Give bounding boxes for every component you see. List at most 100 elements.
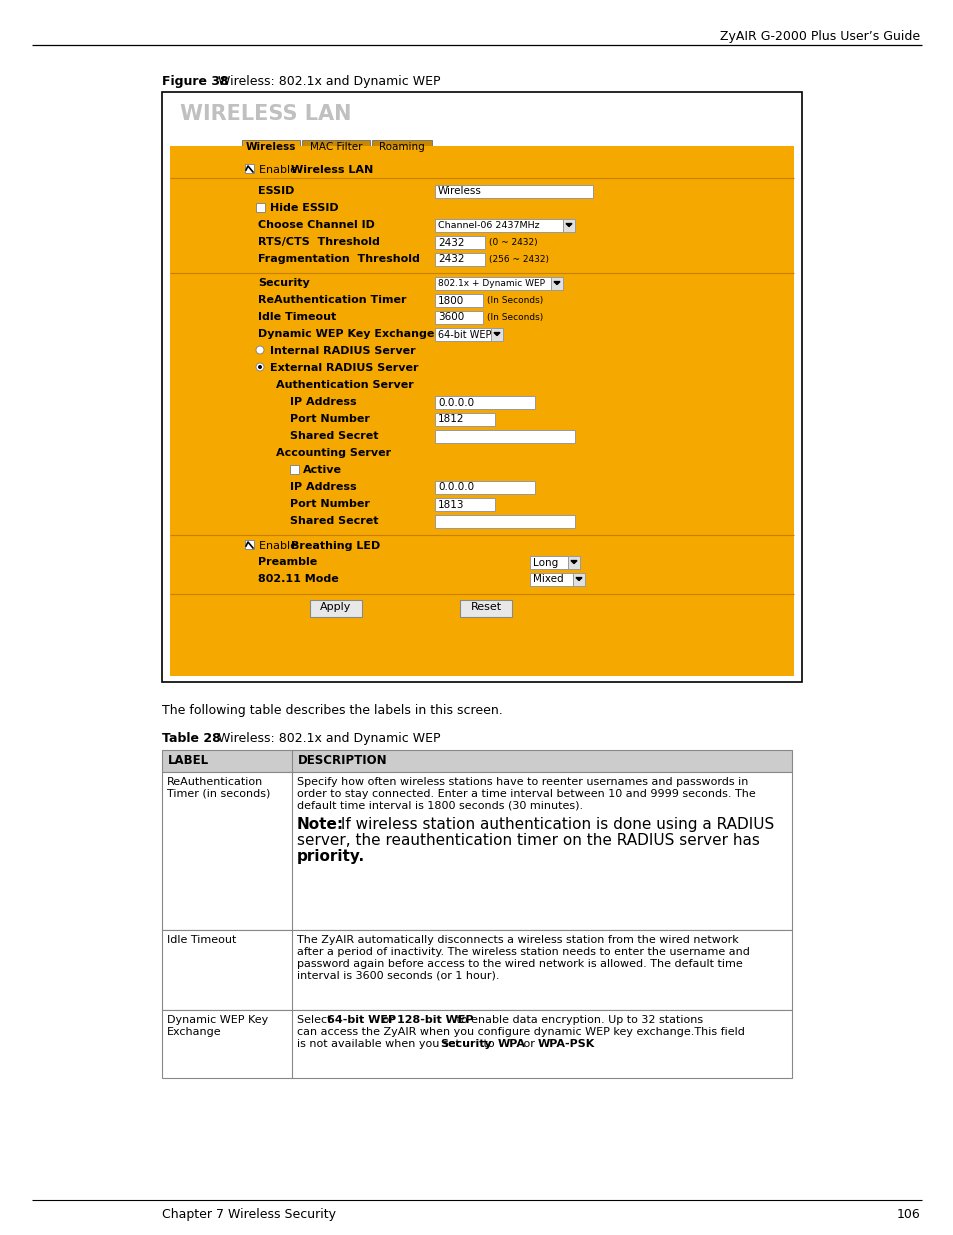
Bar bbox=[245, 164, 253, 173]
Bar bbox=[162, 930, 791, 1010]
Bar bbox=[302, 140, 370, 158]
Bar bbox=[290, 466, 298, 474]
Text: 802.11 Mode: 802.11 Mode bbox=[257, 574, 338, 584]
Text: Idle Timeout: Idle Timeout bbox=[167, 935, 236, 945]
Text: 1813: 1813 bbox=[437, 499, 464, 510]
Bar bbox=[170, 146, 793, 676]
Text: Select: Select bbox=[296, 1015, 335, 1025]
Bar bbox=[435, 329, 502, 341]
Bar bbox=[459, 600, 512, 618]
Bar bbox=[435, 277, 562, 290]
Bar bbox=[242, 140, 299, 158]
Text: Fragmentation  Threshold: Fragmentation Threshold bbox=[257, 254, 419, 264]
Text: WPA: WPA bbox=[497, 1039, 525, 1049]
Circle shape bbox=[255, 346, 264, 354]
Text: Wireless: Wireless bbox=[246, 142, 295, 152]
Text: If wireless station authentication is done using a RADIUS: If wireless station authentication is do… bbox=[335, 818, 774, 832]
Text: priority.: priority. bbox=[296, 848, 365, 864]
Text: interval is 3600 seconds (or 1 hour).: interval is 3600 seconds (or 1 hour). bbox=[296, 971, 499, 981]
Text: is not available when you set: is not available when you set bbox=[296, 1039, 463, 1049]
Text: MAC Filter: MAC Filter bbox=[310, 142, 362, 152]
Text: ESSID: ESSID bbox=[257, 186, 294, 196]
Bar bbox=[435, 480, 535, 494]
Text: (In Seconds): (In Seconds) bbox=[486, 296, 542, 305]
Text: ZyAIR G-2000 Plus User’s Guide: ZyAIR G-2000 Plus User’s Guide bbox=[720, 30, 919, 43]
Text: Dynamic WEP Key: Dynamic WEP Key bbox=[167, 1015, 268, 1025]
Text: External RADIUS Server: External RADIUS Server bbox=[270, 363, 418, 373]
Text: Wireless LAN: Wireless LAN bbox=[291, 165, 373, 175]
Text: Port Number: Port Number bbox=[290, 499, 370, 509]
Bar bbox=[255, 203, 265, 212]
Circle shape bbox=[255, 363, 264, 370]
Text: Wireless: 802.1x and Dynamic WEP: Wireless: 802.1x and Dynamic WEP bbox=[218, 732, 440, 745]
Bar bbox=[310, 600, 361, 618]
Text: default time interval is 1800 seconds (30 minutes).: default time interval is 1800 seconds (3… bbox=[296, 802, 582, 811]
Text: Note:: Note: bbox=[296, 818, 344, 832]
Bar bbox=[435, 515, 575, 529]
Text: server, the reauthentication timer on the RADIUS server has: server, the reauthentication timer on th… bbox=[296, 832, 760, 848]
Text: The following table describes the labels in this screen.: The following table describes the labels… bbox=[162, 704, 502, 718]
Text: Exchange: Exchange bbox=[167, 1028, 221, 1037]
Text: 64-bit WEP: 64-bit WEP bbox=[437, 330, 491, 340]
Text: or: or bbox=[519, 1039, 537, 1049]
Bar bbox=[530, 556, 579, 569]
Text: 2432: 2432 bbox=[437, 237, 464, 247]
Text: Mixed: Mixed bbox=[533, 574, 563, 584]
Text: Roaming: Roaming bbox=[378, 142, 424, 152]
Text: ReAuthentication: ReAuthentication bbox=[167, 777, 263, 787]
Bar bbox=[435, 236, 484, 249]
Text: Table 28: Table 28 bbox=[162, 732, 220, 745]
Text: Security: Security bbox=[439, 1039, 491, 1049]
Polygon shape bbox=[494, 332, 499, 336]
Text: .: . bbox=[580, 1039, 584, 1049]
Text: Wireless: 802.1x and Dynamic WEP: Wireless: 802.1x and Dynamic WEP bbox=[218, 75, 440, 88]
Bar bbox=[435, 185, 593, 198]
Text: Internal RADIUS Server: Internal RADIUS Server bbox=[270, 346, 416, 356]
Text: 128-bit WEP: 128-bit WEP bbox=[396, 1015, 473, 1025]
Bar bbox=[491, 329, 502, 341]
Text: 0.0.0.0: 0.0.0.0 bbox=[437, 483, 474, 493]
Text: Reset: Reset bbox=[470, 601, 501, 613]
Text: Wireless: Wireless bbox=[437, 186, 481, 196]
Text: or: or bbox=[378, 1015, 397, 1025]
Text: password again before access to the wired network is allowed. The default time: password again before access to the wire… bbox=[296, 960, 742, 969]
Text: (In Seconds): (In Seconds) bbox=[486, 312, 542, 322]
Bar bbox=[245, 540, 253, 550]
Text: 64-bit WEP: 64-bit WEP bbox=[327, 1015, 395, 1025]
Text: Shared Secret: Shared Secret bbox=[290, 516, 378, 526]
Bar bbox=[567, 556, 579, 569]
Text: LABEL: LABEL bbox=[168, 755, 209, 767]
Text: Long: Long bbox=[533, 557, 558, 568]
Text: Authentication Server: Authentication Server bbox=[275, 380, 414, 390]
Bar bbox=[162, 772, 791, 930]
Text: Security: Security bbox=[257, 278, 310, 288]
Text: Timer (in seconds): Timer (in seconds) bbox=[167, 789, 270, 799]
Text: (0 ~ 2432): (0 ~ 2432) bbox=[489, 238, 537, 247]
Text: can access the ZyAIR when you configure dynamic WEP key exchange.This field: can access the ZyAIR when you configure … bbox=[296, 1028, 744, 1037]
Text: Preamble: Preamble bbox=[257, 557, 317, 567]
Text: 106: 106 bbox=[895, 1208, 919, 1221]
Text: IP Address: IP Address bbox=[290, 482, 356, 492]
Text: Apply: Apply bbox=[320, 601, 352, 613]
Text: Enable: Enable bbox=[258, 165, 300, 175]
Text: Dynamic WEP Key Exchange: Dynamic WEP Key Exchange bbox=[257, 329, 434, 338]
Bar bbox=[435, 219, 575, 232]
Text: Idle Timeout: Idle Timeout bbox=[257, 312, 335, 322]
Text: Channel-06 2437MHz: Channel-06 2437MHz bbox=[437, 221, 539, 230]
Bar bbox=[435, 294, 482, 308]
Text: Chapter 7 Wireless Security: Chapter 7 Wireless Security bbox=[162, 1208, 335, 1221]
Bar bbox=[162, 750, 791, 772]
Bar bbox=[551, 277, 562, 290]
Bar bbox=[435, 253, 484, 266]
Text: 3600: 3600 bbox=[437, 312, 464, 322]
Text: IP Address: IP Address bbox=[290, 396, 356, 408]
Text: Figure 38: Figure 38 bbox=[162, 75, 229, 88]
Text: 1800: 1800 bbox=[437, 295, 464, 305]
Text: (256 ~ 2432): (256 ~ 2432) bbox=[489, 254, 548, 264]
Bar bbox=[573, 573, 584, 585]
Text: 2432: 2432 bbox=[437, 254, 464, 264]
Bar bbox=[372, 140, 432, 158]
Bar bbox=[435, 498, 495, 511]
Text: 802.1x + Dynamic WEP: 802.1x + Dynamic WEP bbox=[437, 279, 544, 288]
Text: 0.0.0.0: 0.0.0.0 bbox=[437, 398, 474, 408]
